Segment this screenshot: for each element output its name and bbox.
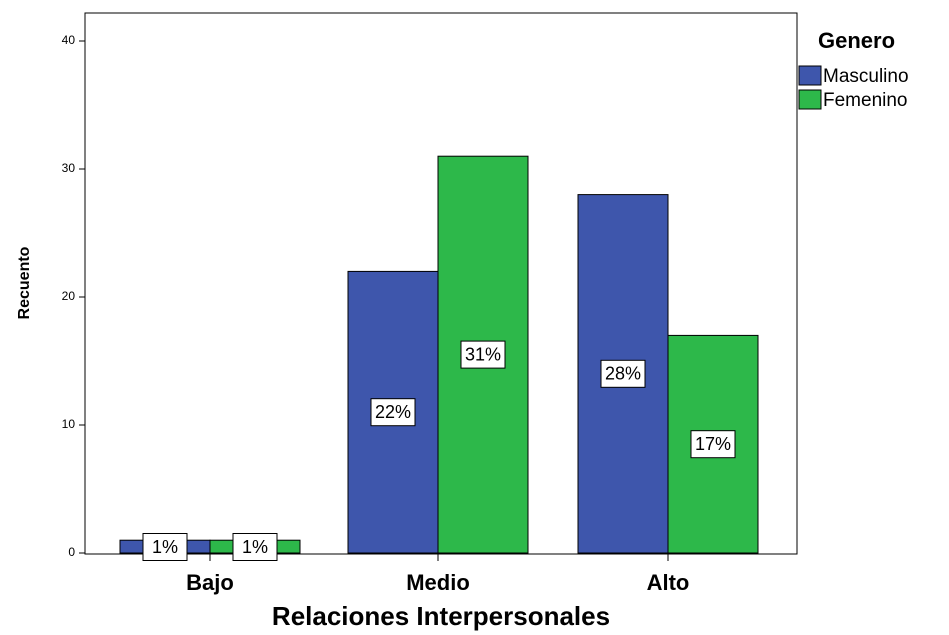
data-label: 22% xyxy=(375,402,411,422)
x-tick-label: Bajo xyxy=(186,570,234,595)
legend-title: Genero xyxy=(818,28,895,53)
y-tick-label: 40 xyxy=(62,33,76,47)
data-label: 28% xyxy=(605,364,641,384)
data-label-box xyxy=(600,359,646,388)
legend-swatch-femenino xyxy=(798,89,822,110)
x-tick-label: Alto xyxy=(647,570,690,595)
data-label-box xyxy=(142,533,188,561)
data-label-box xyxy=(460,340,506,369)
legend-label-femenino: Femenino xyxy=(823,90,908,111)
data-label: 31% xyxy=(465,344,501,364)
data-label: 17% xyxy=(695,434,731,454)
legend: Genero Masculino Femenino xyxy=(798,28,909,111)
data-label: 1% xyxy=(152,537,178,557)
y-axis-title: Recuento xyxy=(16,246,33,319)
y-tick-label: 0 xyxy=(68,545,75,559)
data-label-box xyxy=(690,430,736,459)
x-axis-title: Relaciones Interpersonales xyxy=(272,601,610,631)
bars-layer xyxy=(119,155,759,554)
legend-label-masculino: Masculino xyxy=(823,66,909,87)
x-tick-label: Medio xyxy=(406,570,470,595)
y-tick-label: 10 xyxy=(62,417,76,431)
data-labels-layer: 1% 1% 22% 31% 28% 17% xyxy=(142,340,736,561)
y-tick-label: 20 xyxy=(62,289,76,303)
x-axis: Bajo Medio Alto xyxy=(186,554,689,595)
y-tick-label: 30 xyxy=(62,161,76,175)
data-label: 1% xyxy=(242,537,268,557)
data-label-box xyxy=(370,398,416,427)
y-axis: 0 10 20 30 40 xyxy=(62,33,85,559)
legend-swatch-masculino xyxy=(798,65,822,86)
data-label-box xyxy=(232,533,278,561)
